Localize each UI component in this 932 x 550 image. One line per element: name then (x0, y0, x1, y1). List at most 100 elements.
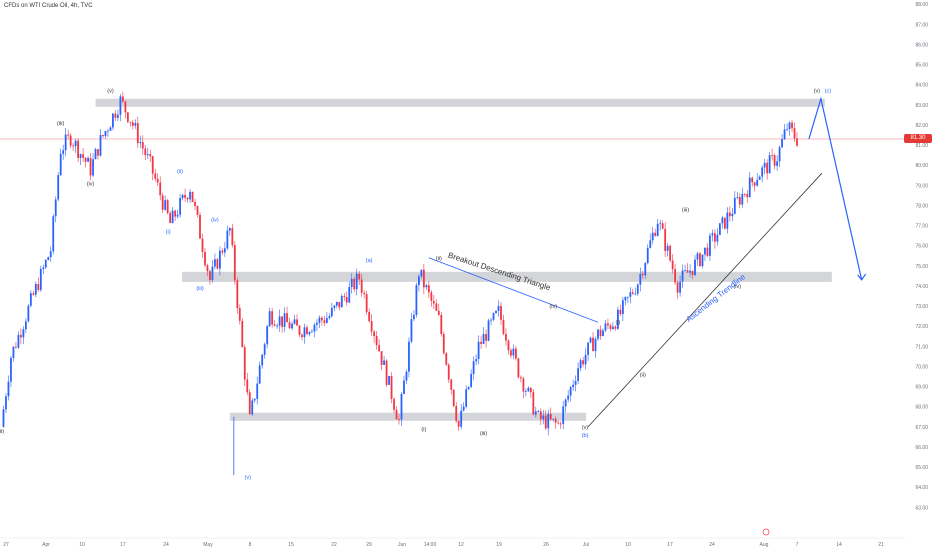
candle-body-111 (278, 316, 281, 326)
candle-body-211 (527, 387, 530, 392)
candle-body-66 (166, 200, 169, 214)
wave-label-1: (iii) (57, 121, 64, 127)
x-tick-19: Aug (760, 542, 769, 548)
top-zone (95, 98, 825, 107)
candle-body-264 (659, 223, 662, 225)
candle-body-308 (768, 155, 771, 174)
candle-body-74 (186, 197, 189, 200)
candle-body-152 (380, 351, 383, 365)
candle-body-60 (151, 156, 154, 174)
wave-labels-layer: (ii) (iii) (iv) (v) (i) (ii) (iii) (iv) (v) (a) (i… (0, 89, 831, 481)
candle-body-54 (136, 123, 139, 144)
candle-body-43 (109, 127, 112, 131)
candle-body-95 (238, 308, 241, 321)
candle-body-6 (17, 334, 20, 348)
candle-body-234 (584, 354, 587, 365)
zones-layer (95, 98, 832, 421)
candle-body-221 (552, 418, 555, 420)
candle-body-144 (360, 279, 363, 293)
candle-body-113 (283, 313, 286, 327)
x-tick-14: 26 (543, 542, 549, 548)
candle-body-256 (639, 273, 642, 285)
candle-body-119 (298, 325, 301, 335)
candle-body-85 (214, 259, 216, 267)
candle-body-266 (664, 228, 667, 251)
candle-body-12 (32, 293, 35, 295)
y-tick-0: 63.00 (915, 505, 928, 511)
candle-body-96 (241, 320, 244, 348)
candle-body-2 (7, 381, 10, 397)
candle-body-105 (263, 344, 266, 355)
last-price-tag: 81.30 (904, 134, 932, 144)
candle-body-36 (92, 159, 94, 176)
candle-body-292 (728, 212, 731, 217)
descending-triangle-line (428, 257, 599, 323)
candle-body-87 (219, 250, 221, 269)
y-tick-2: 65.00 (915, 465, 928, 471)
candle-body-254 (634, 293, 637, 295)
y-tick-13: 76.00 (915, 244, 928, 250)
candle-body-249 (621, 300, 624, 315)
candle-body-310 (773, 155, 776, 166)
candle-body-229 (572, 384, 575, 388)
candle-body-240 (599, 329, 602, 337)
candle-body-274 (684, 270, 686, 271)
candle-body-122 (306, 327, 308, 335)
candle-body-285 (711, 233, 714, 236)
candle-body-123 (308, 331, 311, 335)
candle-body-225 (562, 406, 565, 425)
candle-body-239 (597, 329, 599, 339)
candle-body-44 (112, 113, 114, 128)
candle-body-200 (500, 305, 502, 320)
candle-body-164 (410, 319, 413, 342)
y-tick-5: 68.00 (915, 405, 928, 411)
candle-body-11 (29, 293, 32, 306)
candle-body-272 (679, 281, 681, 293)
candle-body-219 (547, 414, 550, 429)
chart-title: CFDs on WTI Crude Oil, 4h, TVC (4, 3, 93, 9)
candle-body-151 (378, 345, 380, 352)
candle-body-197 (492, 313, 495, 320)
candle-body-84 (211, 266, 214, 281)
wave-label-8: (v) (245, 475, 252, 481)
candle-body-302 (753, 182, 756, 186)
candle-body-216 (539, 411, 542, 420)
y-tick-14: 77.00 (915, 224, 928, 230)
candle-body-98 (246, 379, 249, 393)
candle-body-165 (413, 314, 415, 320)
candle-body-17 (44, 260, 47, 268)
candle-body-184 (460, 410, 463, 427)
candle-body-102 (256, 383, 259, 399)
candle-body-69 (174, 210, 177, 217)
candle-body-191 (477, 341, 480, 360)
candle-body-287 (716, 234, 719, 242)
candle-body-8 (22, 329, 25, 338)
candle-body-262 (654, 232, 657, 236)
candle-body-187 (467, 386, 470, 390)
candle-body-147 (368, 312, 371, 322)
candle-body-178 (445, 353, 448, 365)
candle-body-170 (425, 285, 428, 288)
candle-body-107 (268, 311, 271, 327)
candle-body-318 (793, 128, 796, 139)
candle-body-18 (47, 257, 50, 261)
x-tick-16: 10 (625, 542, 631, 548)
candle-body-129 (323, 320, 326, 323)
x-tick-20: 7 (796, 542, 799, 548)
y-tick-7: 70.00 (915, 364, 928, 370)
candle-body-126 (316, 322, 318, 325)
candle-body-121 (303, 327, 306, 338)
candle-body-61 (154, 173, 157, 179)
candle-body-118 (296, 319, 298, 326)
candle-body-295 (736, 196, 739, 198)
candle-body-32 (82, 154, 84, 158)
candle-body-223 (557, 422, 560, 424)
x-tick-1: Apr (42, 542, 50, 548)
candle-body-207 (517, 358, 520, 378)
candle-body-203 (507, 340, 510, 351)
candle-body-257 (641, 273, 644, 276)
wave-label-11: (ii) (436, 256, 442, 262)
wave-label-16: (i) (615, 320, 620, 326)
candle-body-172 (430, 292, 433, 301)
